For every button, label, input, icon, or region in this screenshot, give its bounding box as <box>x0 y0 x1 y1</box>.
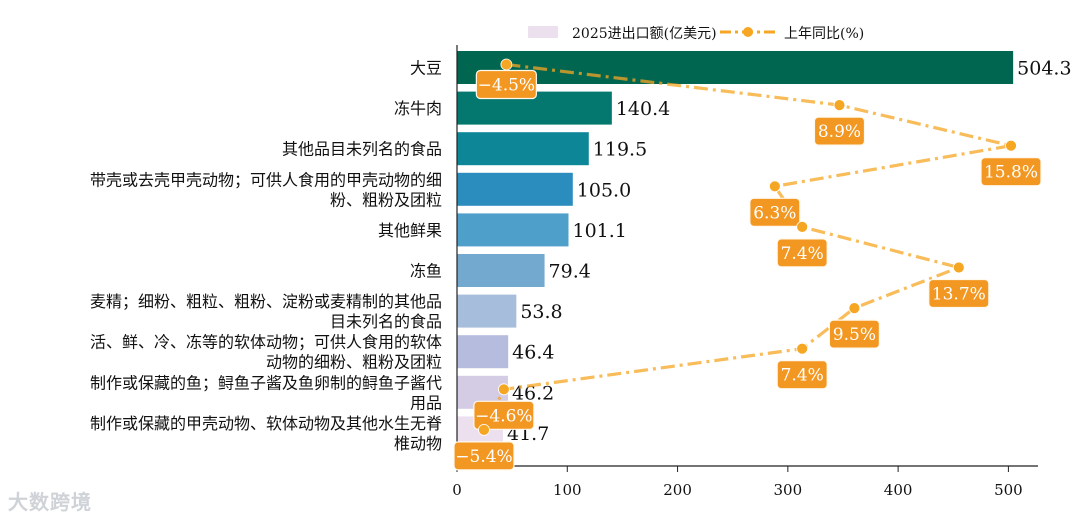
yoy-point <box>952 261 965 274</box>
x-tick-label: 500 <box>994 481 1023 499</box>
yoy-label: −4.5% <box>478 76 535 96</box>
yoy-label: −5.4% <box>455 447 512 467</box>
yoy-label-box <box>776 238 828 268</box>
bars-layer: 504.3 140.4 119.5 105.0 101.1 79.4 53.8 46.4 46.… <box>457 51 1072 450</box>
category-label: 其他鲜果 <box>378 221 442 240</box>
category-label: 制作或保藏的鱼；鲟鱼子酱及鱼卵制的鲟鱼子酱代 <box>90 373 442 392</box>
category-label: 大豆 <box>410 59 442 78</box>
x-tick-label: 200 <box>663 481 692 499</box>
yoy-point <box>1005 139 1017 152</box>
bar-3 <box>457 132 589 166</box>
category-label: 椎动物 <box>394 434 442 453</box>
category-label: 带壳或去壳甲壳动物；可供人食用的甲壳动物的细 <box>90 170 442 189</box>
yoy-label-box <box>453 441 515 471</box>
legend: 2025进出口额(亿美元) 上年同比(%) <box>528 26 864 42</box>
category-label: 冻鱼 <box>410 262 442 281</box>
x-tick-label: 300 <box>774 481 803 499</box>
category-label: 其他品目未列名的食品 <box>282 140 442 159</box>
category-label: 动物的细粉、粗粉及团粒 <box>266 353 442 372</box>
yoy-label: 13.7% <box>932 285 986 305</box>
yoy-label: 7.4% <box>781 366 824 386</box>
bar-value-label: 46.2 <box>512 382 554 404</box>
yoy-label: 15.8% <box>984 163 1038 183</box>
bar-value-label: 53.8 <box>520 301 562 323</box>
legend-line-label: 上年同比(%) <box>784 26 864 42</box>
x-tick-label: 0 <box>452 481 462 499</box>
yoy-point <box>478 423 490 436</box>
yoy-label-box <box>980 157 1042 187</box>
bar-value-label: 101.1 <box>572 220 626 242</box>
x-tick-label: 400 <box>884 481 913 499</box>
category-label: 粉、粗粉及团粒 <box>330 190 442 209</box>
yoy-point <box>796 342 809 355</box>
bar-4 <box>457 172 573 206</box>
category-label: 用品 <box>410 393 442 412</box>
watermark-text: 大数跨境 <box>8 490 92 514</box>
category-label: 目未列名的食品 <box>330 312 442 331</box>
bar-value-label: 105.0 <box>577 179 631 201</box>
category-label: 活、鲜、冷、冻等的软体动物；可供人食用的软体 <box>90 333 442 352</box>
yoy-label-box <box>749 197 801 227</box>
yoy-label: 7.4% <box>781 244 824 264</box>
bar-5 <box>457 213 569 247</box>
bar-8 <box>457 335 509 369</box>
category-label: 麦精；细粉、粗粒、粗粉、淀粉或麦精制的其他品 <box>90 292 442 311</box>
x-tick-label: 100 <box>553 481 582 499</box>
category-label: 制作或保藏的甲壳动物、软体动物及其他水生无脊 <box>90 414 442 433</box>
category-label: 冻牛肉 <box>394 99 442 118</box>
yoy-point <box>833 99 846 111</box>
bar-value-label: 119.5 <box>593 139 647 161</box>
yoy-label: 9.5% <box>833 325 876 345</box>
bar-value-label: 79.4 <box>549 261 591 283</box>
bar-6 <box>457 254 545 287</box>
bar-1 <box>457 51 1014 84</box>
yoy-line-layer: −4.5% 8.9% 15.8% 6.3% 7.4% 13.7% 9.5% 7.4% −4.6%… <box>453 58 1042 471</box>
yoy-point <box>848 302 861 315</box>
yoy-point <box>497 383 510 396</box>
yoy-label: −4.6% <box>475 406 532 426</box>
bar-value-label: 504.3 <box>1017 58 1071 80</box>
yoy-label: 8.9% <box>818 122 861 142</box>
yoy-label: 6.3% <box>753 203 796 223</box>
category-labels: 大豆冻牛肉其他品目未列名的食品带壳或去壳甲壳动物；可供人食用的甲壳动物的细粉、粗… <box>90 59 442 453</box>
yoy-point <box>768 180 781 193</box>
yoy-label-box <box>776 360 828 390</box>
legend-bar-swatch <box>528 26 558 38</box>
legend-line-marker <box>743 27 753 37</box>
yoy-label-box <box>813 116 866 146</box>
yoy-point <box>500 58 513 71</box>
yoy-line <box>482 62 1012 431</box>
watermark-logo: 大数跨境 <box>8 486 92 515</box>
axes-layer: 0 100 200 300 400 500 <box>452 45 1038 499</box>
legend-bar-label: 2025进出口额(亿美元) <box>572 26 717 42</box>
bar-7 <box>457 294 517 328</box>
bar-value-label: 140.4 <box>616 98 670 120</box>
yoy-label-box <box>928 278 990 309</box>
yoy-label-box <box>473 400 535 430</box>
bar-value-label: 46.4 <box>512 342 554 364</box>
yoy-label-box <box>475 69 537 100</box>
yoy-point <box>796 220 809 233</box>
yoy-label-box <box>828 319 880 349</box>
